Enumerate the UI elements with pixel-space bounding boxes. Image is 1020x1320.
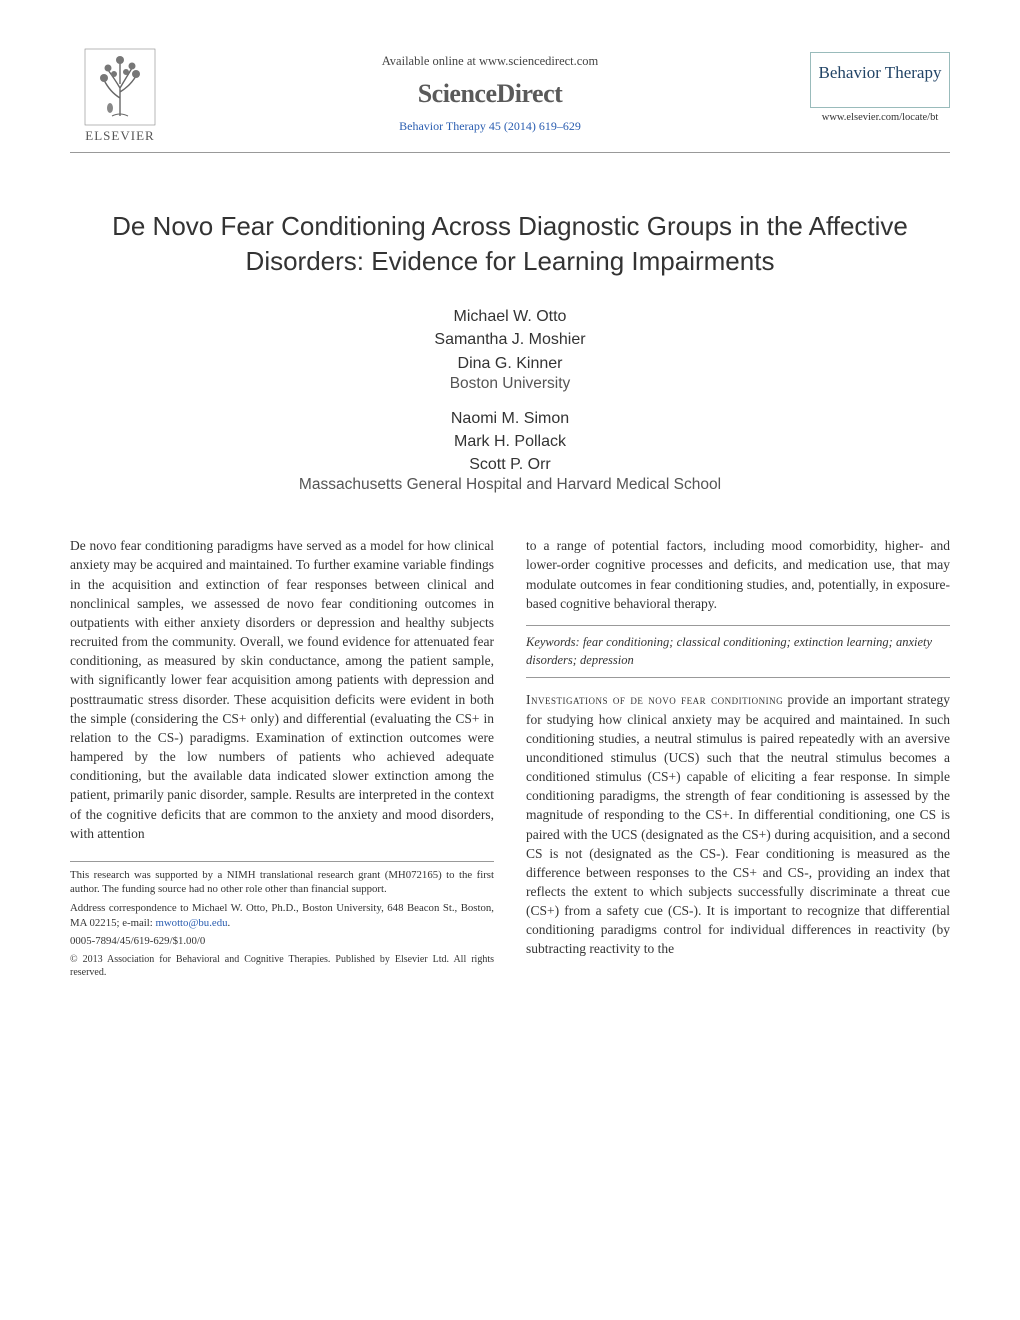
author-name: Mark H. Pollack <box>70 430 950 453</box>
publisher-block: ELSEVIER <box>70 48 170 144</box>
two-column-body: De novo fear conditioning paradigms have… <box>70 536 950 983</box>
authors-group-1: Michael W. Otto Samantha J. Moshier Dina… <box>70 305 950 393</box>
journal-block: Behavior Therapy www.elsevier.com/locate… <box>810 48 950 123</box>
citation-line[interactable]: Behavior Therapy 45 (2014) 619–629 <box>170 119 810 134</box>
funding-note: This research was supported by a NIMH tr… <box>70 868 494 897</box>
article-title: De Novo Fear Conditioning Across Diagnos… <box>80 209 940 279</box>
elsevier-tree-icon <box>84 48 156 126</box>
author-name: Samantha J. Moshier <box>70 328 950 351</box>
email-link[interactable]: mwotto@bu.edu <box>155 917 227 929</box>
intro-lead-caps: Investigations of de novo fear condition… <box>526 692 783 707</box>
intro-body: provide an important strategy for studyi… <box>526 692 950 956</box>
intro-paragraph: Investigations of de novo fear condition… <box>526 690 950 958</box>
correspondence-note: Address correspondence to Michael W. Ott… <box>70 901 494 930</box>
abstract-text: De novo fear conditioning paradigms have… <box>70 536 494 843</box>
correspondence-text: Address correspondence to Michael W. Ott… <box>70 902 494 929</box>
author-name: Naomi M. Simon <box>70 407 950 430</box>
publisher-label: ELSEVIER <box>85 128 154 144</box>
copyright-line: © 2013 Association for Behavioral and Co… <box>70 953 494 980</box>
right-column: to a range of potential factors, includi… <box>526 536 950 983</box>
footnotes: This research was supported by a NIMH tr… <box>70 861 494 980</box>
platform-name: ScienceDirect <box>170 79 810 109</box>
center-header: Available online at www.sciencedirect.co… <box>170 48 810 134</box>
abstract-continuation: to a range of potential factors, includi… <box>526 536 950 613</box>
keywords-block: Keywords: fear conditioning; classical c… <box>526 625 950 679</box>
keywords-text: fear conditioning; classical conditionin… <box>526 635 932 667</box>
authors-group-2: Naomi M. Simon Mark H. Pollack Scott P. … <box>70 407 950 495</box>
affiliation: Massachusetts General Hospital and Harva… <box>70 476 950 494</box>
affiliation: Boston University <box>70 375 950 393</box>
author-name: Scott P. Orr <box>70 453 950 476</box>
header-divider <box>70 152 950 153</box>
author-name: Michael W. Otto <box>70 305 950 328</box>
left-column: De novo fear conditioning paradigms have… <box>70 536 494 983</box>
keywords-label: Keywords: <box>526 635 580 649</box>
journal-box: Behavior Therapy <box>810 52 950 108</box>
issn-line: 0005-7894/45/619-629/$1.00/0 <box>70 934 494 949</box>
journal-url[interactable]: www.elsevier.com/locate/bt <box>810 112 950 123</box>
author-name: Dina G. Kinner <box>70 352 950 375</box>
page-header: ELSEVIER Available online at www.science… <box>70 48 950 144</box>
journal-name: Behavior Therapy <box>817 63 943 83</box>
available-online-text: Available online at www.sciencedirect.co… <box>170 54 810 69</box>
